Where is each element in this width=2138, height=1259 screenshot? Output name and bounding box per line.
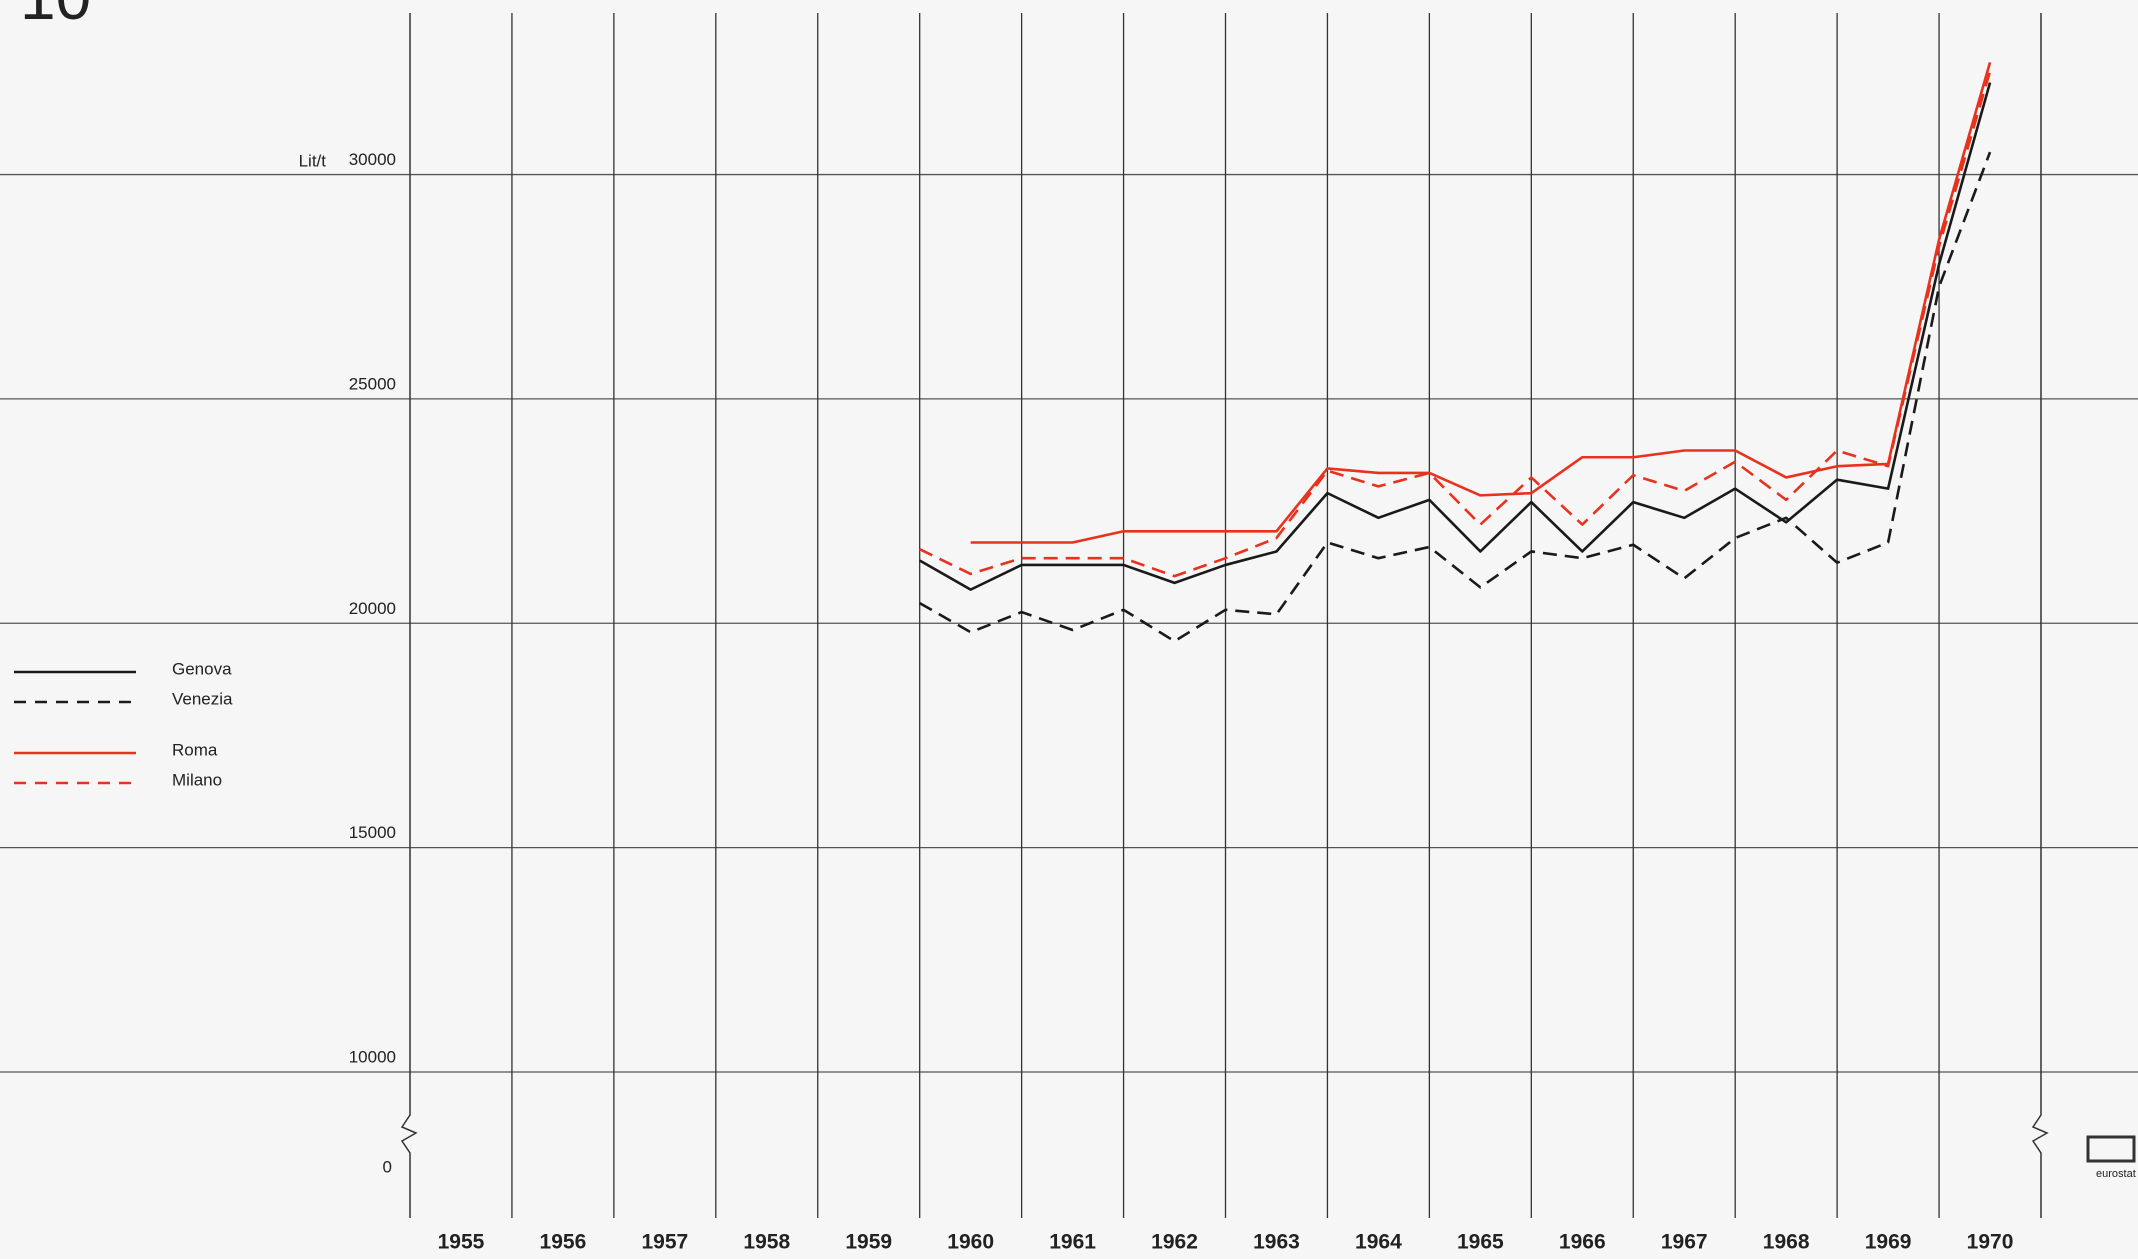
x-tick-label: 1968	[1763, 1231, 1810, 1254]
x-tick-label: 1962	[1151, 1231, 1198, 1254]
legend-label: Genova	[172, 659, 232, 678]
x-tick-label: 1969	[1865, 1231, 1912, 1254]
x-tick-label: 1963	[1253, 1231, 1300, 1254]
logo	[2086, 1135, 2136, 1163]
axis-break	[400, 13, 418, 1218]
y-tick-label: 30000	[349, 150, 396, 169]
x-tick-label: 1960	[947, 1231, 994, 1254]
series-line	[970, 62, 1992, 544]
x-tick-label: 1967	[1661, 1231, 1708, 1254]
series-line	[919, 70, 1992, 578]
y-tick-label: 25000	[349, 374, 396, 393]
x-tick-label: 1964	[1355, 1231, 1402, 1254]
legend-label: Milano	[172, 770, 222, 789]
legend-label: Roma	[172, 740, 218, 759]
logo-text: eurostat	[2096, 1168, 2136, 1180]
x-tick-label: 1957	[641, 1231, 688, 1254]
axis-break	[2031, 13, 2049, 1218]
y-tick-label: 10000	[349, 1047, 396, 1066]
x-tick-label: 1959	[845, 1231, 892, 1254]
x-tick-label: 1966	[1559, 1231, 1606, 1254]
y-tick-label: 0	[383, 1157, 392, 1176]
x-tick-label: 1965	[1457, 1231, 1504, 1254]
x-tick-label: 1961	[1049, 1231, 1096, 1254]
legend-label: Venezia	[172, 689, 233, 708]
page-number: 10	[20, 0, 91, 33]
x-tick-label: 1956	[540, 1231, 587, 1254]
x-tick-label: 1970	[1967, 1231, 2014, 1254]
y-axis-label: Lit/t	[299, 151, 327, 170]
x-tick-label: 1955	[438, 1231, 485, 1254]
series-line	[919, 151, 1992, 643]
y-tick-label: 20000	[349, 599, 396, 618]
x-tick-label: 1958	[743, 1231, 790, 1254]
series-line	[919, 82, 1992, 591]
y-tick-label: 15000	[349, 823, 396, 842]
